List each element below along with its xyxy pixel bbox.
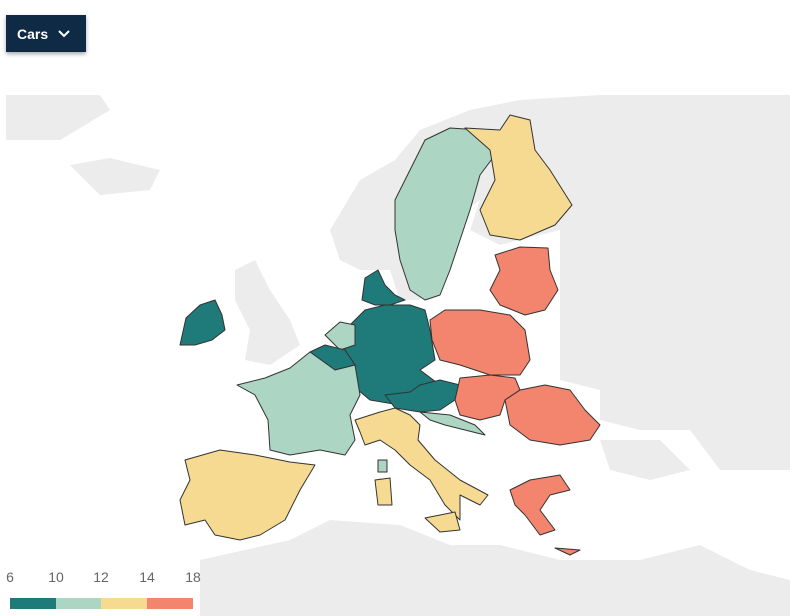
legend-swatch [147, 598, 193, 609]
country[interactable] [394, 127, 496, 301]
legend-tick-label: 12 [93, 569, 109, 585]
chevron-icon [58, 29, 70, 37]
country[interactable] [464, 114, 573, 241]
country[interactable] [429, 309, 531, 376]
country[interactable] [419, 411, 486, 436]
country[interactable] [554, 547, 581, 556]
country[interactable] [489, 246, 559, 316]
country[interactable] [454, 374, 521, 421]
legend-tick-label: 14 [139, 569, 155, 585]
country[interactable] [509, 474, 571, 536]
country[interactable] [179, 449, 316, 541]
legend-tick-label: 6 [6, 569, 14, 585]
legend: 6 10 12 14 18 [6, 569, 201, 609]
country[interactable] [236, 351, 361, 456]
legend-swatch [101, 598, 147, 609]
country[interactable] [504, 384, 601, 446]
countries [179, 114, 601, 556]
legend-swatch [10, 598, 56, 609]
country[interactable] [179, 299, 226, 346]
country[interactable] [377, 459, 388, 473]
country[interactable] [361, 269, 406, 306]
legend-swatch [56, 598, 101, 609]
country[interactable] [374, 477, 393, 506]
country[interactable] [324, 321, 356, 351]
legend-tick-label: 10 [48, 569, 64, 585]
dropdown[interactable]: Cars [6, 15, 86, 52]
country[interactable] [424, 511, 461, 533]
legend-tick-label: 18 [185, 569, 201, 585]
dropdown-label: Cars [17, 25, 49, 42]
country[interactable] [354, 407, 489, 521]
